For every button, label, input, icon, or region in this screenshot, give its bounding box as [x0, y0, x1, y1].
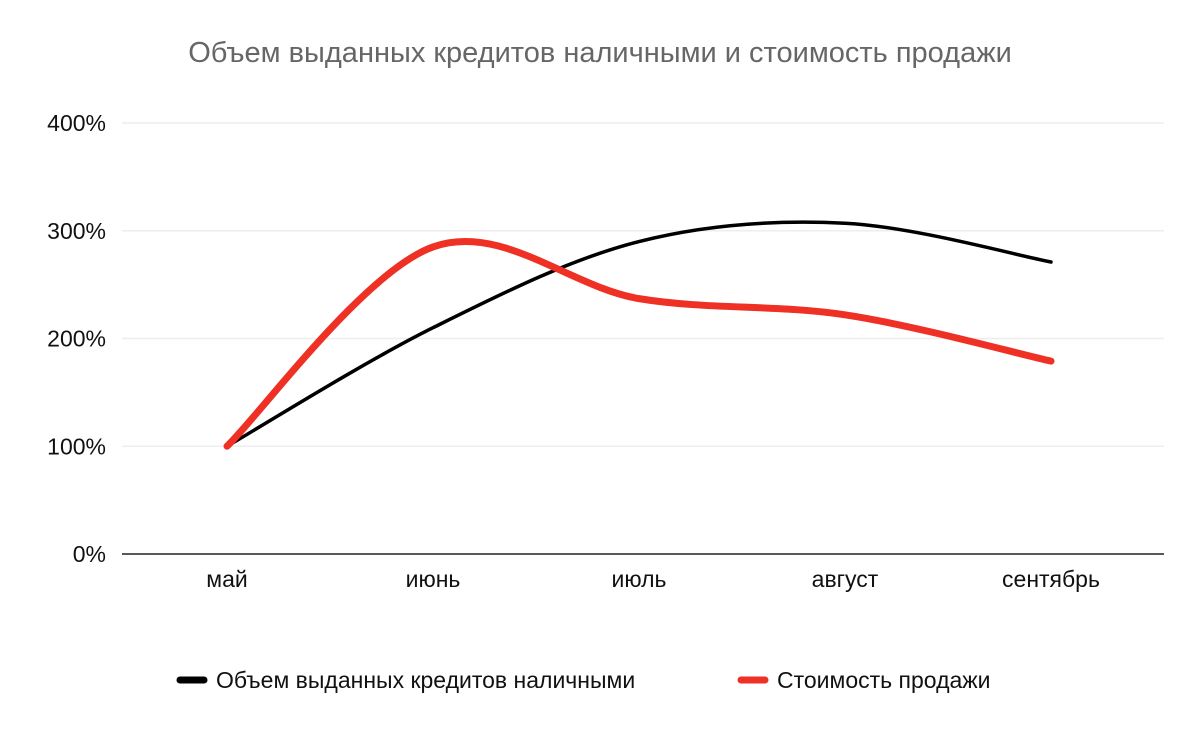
x-tick-label: июнь	[406, 566, 461, 592]
series-line-1	[225, 220, 1053, 448]
chart-title: Объем выданных кредитов наличными и стои…	[188, 37, 1012, 69]
x-tick-label: август	[812, 566, 879, 592]
x-axis-ticks: май июнь июль август сентябрь	[206, 566, 1100, 592]
y-tick-label: 300%	[47, 218, 106, 244]
x-tick-label: июль	[612, 566, 667, 592]
x-tick-label: май	[206, 566, 247, 592]
y-tick-label: 200%	[47, 326, 106, 352]
gridlines	[122, 122, 1164, 447]
y-tick-label: 100%	[47, 433, 106, 459]
series-line-2	[223, 238, 1055, 450]
legend: Объем выданных кредитов наличными Стоимос…	[176, 667, 991, 693]
legend-label: Объем выданных кредитов наличными	[216, 667, 635, 693]
x-tick-label: сентябрь	[1002, 566, 1100, 592]
y-tick-label: 0%	[73, 541, 106, 567]
series-lines	[223, 220, 1055, 450]
legend-label: Стоимость продажи	[777, 667, 991, 693]
y-axis-ticks: 0% 100% 200% 300% 400%	[47, 110, 106, 567]
y-tick-label: 400%	[47, 110, 106, 136]
